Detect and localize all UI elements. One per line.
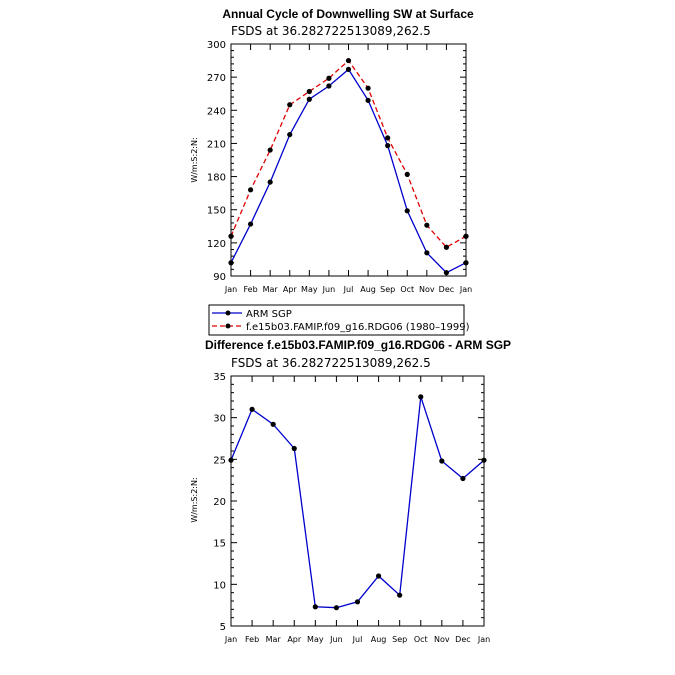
data-point (287, 131, 293, 138)
x-tick-label: Nov (434, 635, 450, 644)
chart-subtitle: FSDS at 36.282722513089,262.5 (231, 24, 431, 38)
y-tick-label: 120 (207, 239, 226, 250)
x-tick-label: Oct (414, 635, 428, 644)
y-axis-label: W/m:S:2:N: (190, 137, 199, 182)
difference-chart: Difference f.e15b03.FAMIP.f09_g16.RDG06 … (190, 338, 511, 644)
legend-marker-model (225, 323, 231, 329)
x-tick-label: May (301, 285, 318, 294)
data-point (385, 135, 391, 141)
x-tick-label: Dec (439, 285, 454, 294)
x-tick-label: Jul (343, 285, 354, 294)
x-tick-label: Apr (287, 635, 302, 644)
data-point (385, 143, 391, 149)
x-tick-label: Dec (455, 635, 470, 644)
x-tick-label: Mar (266, 635, 282, 644)
data-point (424, 222, 430, 228)
data-point (460, 475, 466, 482)
data-point (375, 573, 382, 579)
data-point (404, 171, 410, 177)
y-tick-label: 10 (213, 580, 226, 591)
legend: ARM SGP f.e15b03.FAMIP.f09_g16.RDG06 (19… (208, 304, 470, 336)
y-tick-label: 150 (207, 206, 226, 217)
y-tick-label: 5 (220, 622, 226, 633)
y-tick-label: 240 (207, 106, 226, 117)
data-point (443, 244, 450, 250)
data-point (326, 75, 332, 81)
x-tick-label: Jun (322, 285, 336, 294)
y-tick-label: 210 (207, 139, 226, 150)
data-point (326, 83, 332, 89)
data-point (418, 394, 424, 400)
data-point (267, 179, 273, 185)
y-tick-label: 90 (213, 272, 226, 283)
legend-entry-model: f.e15b03.FAMIP.f09_g16.RDG06 (1980–1999) (212, 322, 470, 333)
data-point (397, 592, 403, 598)
legend-box (208, 304, 465, 336)
data-point (291, 445, 297, 452)
data-point (247, 187, 254, 193)
data-point (247, 221, 254, 227)
x-tick-label: Feb (245, 635, 259, 644)
x-tick-label: Jan (224, 285, 237, 294)
y-tick-label: 180 (207, 173, 226, 184)
data-point (312, 604, 318, 610)
y-tick-label: 35 (213, 372, 226, 383)
chart-subtitle: FSDS at 36.282722513089,262.5 (231, 356, 431, 370)
x-tick-label: Oct (400, 285, 414, 294)
x-tick-label: Sep (392, 635, 407, 644)
x-tick-label: Aug (360, 285, 376, 294)
x-tick-label: Aug (371, 635, 387, 644)
data-point (424, 250, 430, 256)
y-tick-label: 300 (207, 40, 226, 51)
data-point (345, 57, 352, 64)
y-tick-label: 270 (207, 73, 226, 84)
x-tick-label: Nov (419, 285, 435, 294)
x-tick-label: Jan (477, 635, 490, 644)
data-point (439, 458, 445, 464)
annual-cycle-chart: Annual Cycle of Downwelling SW at Surfac… (190, 7, 474, 336)
x-tick-label: Jun (329, 635, 343, 644)
tick-group: 90 120 150 180 210 240 270 300 Jan Feb Mar Apr May Ju… (207, 40, 472, 294)
legend-entry-arm-sgp: ARM SGP (212, 309, 292, 320)
x-tick-label: Apr (283, 285, 298, 294)
x-tick-label: Mar (263, 285, 279, 294)
series-line-1 (230, 59, 467, 249)
series-group (228, 394, 487, 611)
data-point (287, 102, 293, 108)
data-point (365, 85, 371, 91)
data-point (267, 147, 273, 153)
x-tick-label: Jan (224, 635, 237, 644)
series-group (228, 57, 469, 276)
data-point (354, 599, 361, 605)
x-tick-label: May (307, 635, 324, 644)
data-point (404, 208, 410, 214)
chart-title: Annual Cycle of Downwelling SW at Surfac… (222, 7, 474, 21)
data-point (333, 605, 340, 611)
data-point (249, 406, 255, 412)
data-point (270, 421, 276, 427)
x-tick-label: Feb (243, 285, 257, 294)
data-point (345, 66, 352, 73)
y-tick-label: 15 (213, 539, 226, 550)
chart-title: Difference f.e15b03.FAMIP.f09_g16.RDG06 … (205, 338, 511, 352)
series-line-0 (230, 68, 467, 274)
y-tick-label: 20 (213, 497, 226, 508)
data-point (306, 96, 312, 102)
plot-frame (230, 43, 467, 277)
plot-frame (230, 375, 485, 627)
series-line-0 (230, 396, 485, 609)
x-tick-label: Jan (459, 285, 472, 294)
y-tick-label: 25 (213, 455, 226, 466)
x-tick-label: Jul (352, 635, 363, 644)
legend-label-model: f.e15b03.FAMIP.f09_g16.RDG06 (1980–1999) (246, 322, 470, 333)
legend-label-arm-sgp: ARM SGP (246, 309, 292, 320)
legend-marker-arm-sgp (225, 310, 231, 316)
x-tick-label: Sep (380, 285, 395, 294)
y-axis-label: W/m:S:2:N: (190, 477, 199, 522)
data-point (365, 97, 371, 103)
data-point (306, 88, 312, 95)
data-point (443, 270, 450, 276)
y-tick-label: 30 (213, 414, 226, 425)
